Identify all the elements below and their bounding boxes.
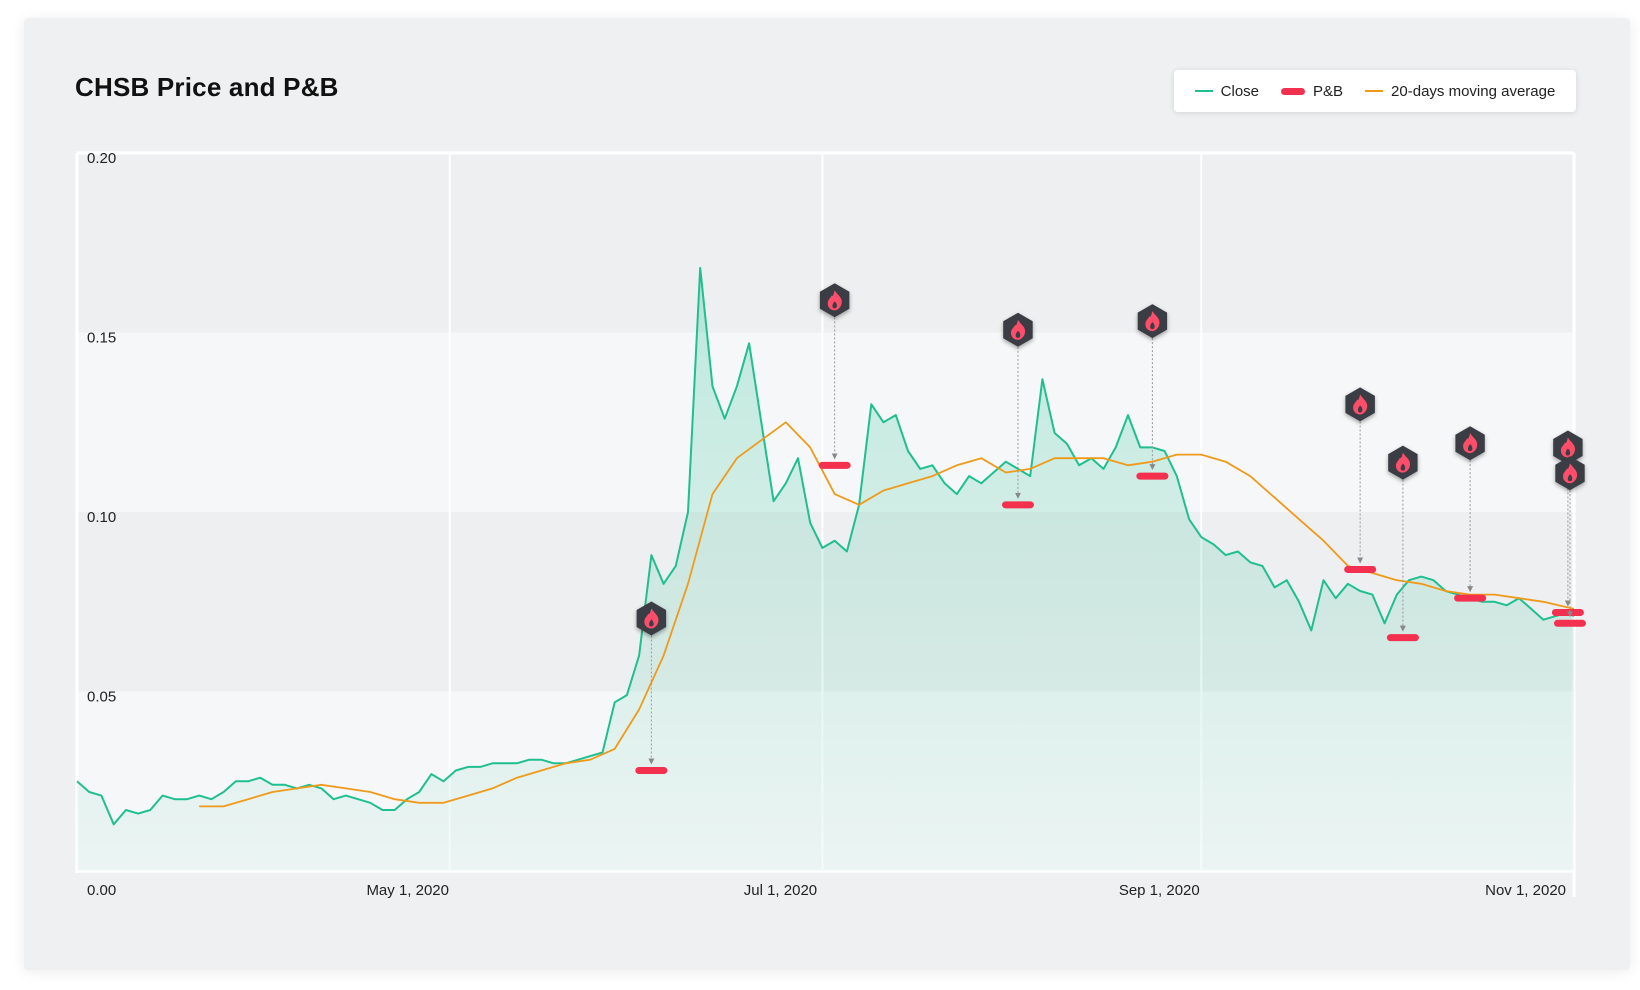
flame-icon-inner [832,301,837,309]
pb-bar [1551,609,1584,617]
pb-bar [818,461,851,469]
close-area [77,267,1574,871]
y-tick-label: 0.05 [87,689,116,706]
legend-label-ma: 20-days moving average [1391,82,1556,100]
pb-bar [1386,634,1419,642]
y-tick-label: 0.20 [87,150,116,167]
x-tick-label: Nov 1, 2020 [1485,882,1566,899]
pb-bar [1554,619,1586,627]
legend-swatch-close [1194,90,1213,92]
pb-bar [1454,594,1487,602]
chart-legend: Close P&B 20-days moving average [1174,70,1576,112]
legend-label-close: Close [1220,82,1260,100]
flame-icon-inner [649,619,654,627]
flame-icon [1010,319,1026,340]
legend-swatch-pb [1281,87,1306,95]
legend-label-pb: P&B [1313,82,1344,100]
flame-icon-inner [1150,322,1155,330]
flame-icon-inner [1357,405,1363,413]
legend-item-ma[interactable]: 20-days moving average [1365,83,1555,100]
flame-icon [1463,433,1478,454]
chart-title: CHSB Price and P&B [75,72,339,102]
flame-icon [1145,311,1160,332]
x-tick-label: Jul 1, 2020 [744,882,817,899]
flame-icon [1560,437,1576,458]
plot-band [77,332,1574,512]
flame-icon-inner [1015,330,1021,338]
flame-icon [1395,452,1411,473]
flame-icon-inner [1567,474,1573,482]
moving-average-line [199,421,1575,808]
flame-icon [827,290,842,311]
flame-icon-inner [1400,463,1406,471]
flame-icon [644,608,659,629]
flame-icon [1353,394,1368,415]
y-tick-label: 0.00 [87,882,116,899]
flame-icon-inner [1467,444,1473,452]
pb-bar [1344,565,1377,573]
y-tick-label: 0.10 [87,509,116,526]
flame-icon-inner [1565,448,1571,456]
legend-swatch-ma [1365,90,1384,92]
pb-bar [1136,472,1169,480]
flame-icon [1563,463,1578,484]
x-tick-label: Sep 1, 2020 [1119,882,1200,899]
pb-bar [635,766,668,774]
pb-bar [1001,501,1034,509]
close-line [76,266,1575,826]
x-tick-label: May 1, 2020 [366,882,449,899]
y-tick-label: 0.15 [87,330,116,347]
legend-item-close[interactable]: Close [1194,82,1260,100]
legend-item-pb[interactable]: P&B [1281,83,1343,100]
